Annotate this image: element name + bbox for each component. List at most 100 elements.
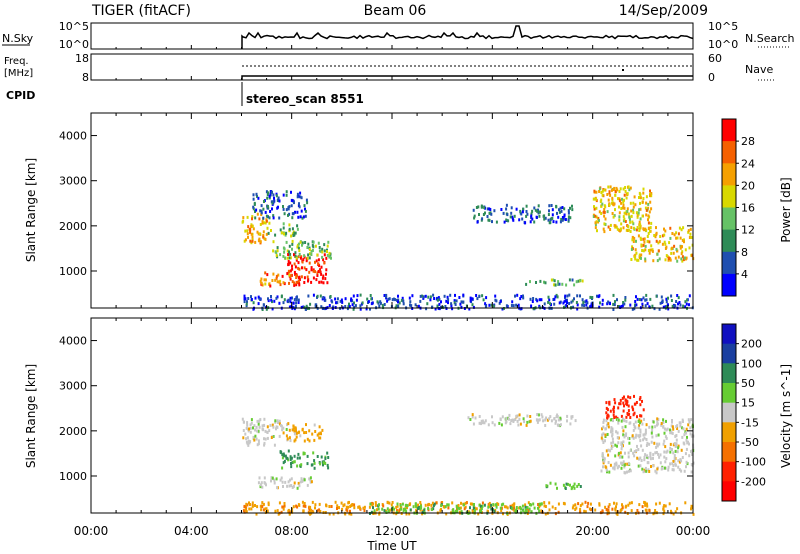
heatmap-cell	[341, 300, 344, 304]
heatmap-cell	[613, 467, 616, 471]
heatmap-cell	[247, 443, 250, 447]
heatmap-cell	[478, 294, 481, 298]
heatmap-cell	[623, 404, 625, 408]
heatmap-cell	[517, 303, 520, 307]
heatmap-cell	[613, 465, 616, 469]
heatmap-cell	[341, 507, 344, 511]
heatmap-cell	[543, 504, 546, 508]
heatmap-cell	[244, 432, 247, 436]
heatmap-cell	[505, 505, 508, 509]
heatmap-cell	[655, 294, 658, 298]
heatmap-cell	[595, 206, 598, 210]
heatmap-cell	[396, 502, 399, 506]
heatmap-cell	[623, 435, 626, 439]
heatmap-cell	[646, 239, 649, 243]
heatmap-cell	[264, 271, 267, 275]
heatmap-cell	[649, 226, 652, 230]
heatmap-cell	[280, 231, 283, 235]
heatmap-cell	[564, 294, 567, 298]
heatmap-cell	[359, 307, 362, 311]
heatmap-cell	[301, 216, 304, 220]
heatmap-cell	[540, 509, 543, 513]
heatmap-cell	[480, 419, 483, 423]
heatmap-cell	[501, 415, 504, 419]
heatmap-cell	[612, 302, 615, 306]
heatmap-cell	[675, 231, 678, 235]
nsky-panel: N.Sky 10^5 10^0 10^5 10^0 N.Search	[2, 20, 795, 51]
heatmap-cell	[616, 436, 619, 440]
power-colorbar-label: Power [dB]	[779, 177, 793, 242]
heatmap-cell	[460, 501, 462, 505]
heatmap-cell	[436, 298, 439, 302]
heatmap-cell	[604, 427, 607, 431]
heatmap-cell	[488, 303, 491, 307]
heatmap-cell	[600, 191, 603, 194]
heatmap-cell	[605, 406, 608, 410]
heatmap-cell	[291, 267, 294, 271]
heatmap-cell	[462, 293, 465, 297]
heatmap-cell	[515, 207, 518, 211]
heatmap-cell	[609, 193, 612, 197]
heatmap-cell	[490, 503, 493, 507]
heatmap-cell	[370, 510, 373, 514]
nave-tick-top: 60	[708, 52, 722, 65]
heatmap-cell	[312, 293, 315, 297]
heatmap-cell	[374, 501, 377, 505]
heatmap-cell	[515, 506, 518, 509]
heatmap-cell	[603, 214, 606, 218]
heatmap-cell	[671, 468, 674, 472]
heatmap-cell	[632, 436, 635, 440]
heatmap-cell	[644, 453, 647, 457]
heatmap-cell	[303, 439, 306, 443]
heatmap-cell	[303, 254, 306, 258]
heatmap-cell	[540, 413, 543, 417]
heatmap-cell	[655, 471, 658, 475]
heatmap-cell	[556, 486, 558, 490]
heatmap-cell	[273, 443, 276, 447]
heatmap-cell	[631, 238, 634, 242]
heatmap-cell	[501, 307, 504, 311]
heatmap-cell	[350, 512, 353, 516]
heatmap-cell	[427, 502, 430, 506]
heatmap-cell	[244, 297, 247, 301]
heatmap-cell	[614, 193, 617, 197]
heatmap-cell	[651, 428, 654, 432]
heatmap-cell	[289, 478, 291, 482]
heatmap-cell	[422, 295, 425, 299]
heatmap-cell	[679, 246, 682, 250]
heatmap-cell	[379, 300, 382, 304]
heatmap-cell	[297, 481, 300, 485]
heatmap-cell	[502, 211, 505, 215]
heatmap-cell	[559, 300, 562, 304]
heatmap-cell	[326, 451, 329, 455]
heatmap-cell	[311, 432, 314, 436]
heatmap-cell	[642, 243, 645, 247]
heatmap-cell	[290, 465, 293, 469]
heatmap-cell	[590, 508, 592, 512]
heatmap-cell	[302, 258, 305, 262]
heatmap-cell	[323, 249, 326, 253]
heatmap-cell	[566, 414, 569, 418]
heatmap-cell	[263, 441, 266, 445]
heatmap-cell	[297, 255, 300, 259]
heatmap-cell	[254, 434, 257, 438]
heatmap-cell	[371, 301, 374, 305]
heatmap-cell	[642, 191, 645, 195]
heatmap-cell	[387, 297, 390, 301]
heatmap-cell	[626, 192, 629, 196]
heatmap-cell	[664, 258, 667, 262]
heatmap-cell	[321, 276, 324, 280]
heatmap-cell	[614, 401, 617, 405]
heatmap-cell	[577, 483, 580, 486]
heatmap-cell	[538, 210, 541, 214]
heatmap-cell	[688, 442, 690, 446]
heatmap-cell	[402, 302, 405, 306]
heatmap-cell	[587, 501, 590, 505]
heatmap-cell	[644, 244, 647, 248]
heatmap-cell	[615, 415, 618, 419]
heatmap-cell	[303, 266, 306, 270]
heatmap-cell	[551, 208, 554, 212]
heatmap-cell	[480, 510, 482, 513]
heatmap-cell	[265, 232, 268, 236]
heatmap-cell	[562, 301, 565, 305]
